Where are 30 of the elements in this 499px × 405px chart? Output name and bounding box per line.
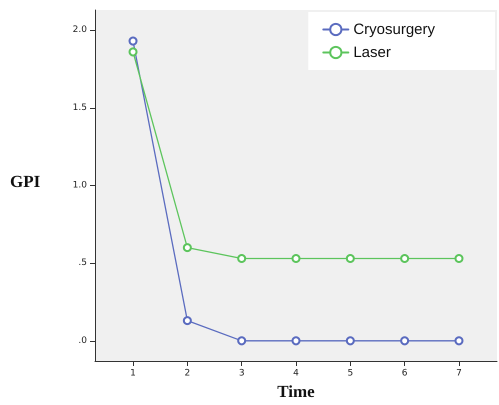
point — [292, 336, 300, 346]
point — [454, 254, 464, 263]
y-tick-label: 2.0 — [72, 25, 88, 36]
legend-label: Laser — [353, 44, 391, 61]
x-tick-label: 1 — [130, 368, 136, 378]
point — [346, 254, 355, 263]
point — [128, 36, 138, 46]
point — [400, 336, 410, 346]
point — [182, 243, 192, 252]
point — [237, 254, 246, 263]
point — [346, 336, 355, 346]
point — [454, 336, 464, 346]
x-tick-label: 6 — [402, 368, 408, 378]
y-axis-title: GPI — [10, 172, 41, 191]
point — [237, 336, 246, 346]
x-tick-label: 2 — [184, 368, 190, 378]
x-tick-label: 3 — [238, 368, 245, 378]
y-tick-label: 1.0 — [72, 180, 88, 190]
x-tick-label: 5 — [347, 368, 354, 378]
point — [292, 254, 300, 263]
y-tick-label: .5 — [78, 258, 87, 268]
point — [128, 47, 138, 56]
x-tick-label: 4 — [293, 368, 300, 378]
point — [400, 254, 410, 263]
y-tick-label: .0 — [78, 336, 88, 346]
x-tick-label: 7 — [456, 368, 462, 378]
y-tick-label: 1.5 — [72, 102, 87, 113]
x-axis-title: Time — [277, 382, 316, 401]
point — [182, 316, 192, 326]
legend-label: Cryosurgery — [353, 21, 436, 38]
